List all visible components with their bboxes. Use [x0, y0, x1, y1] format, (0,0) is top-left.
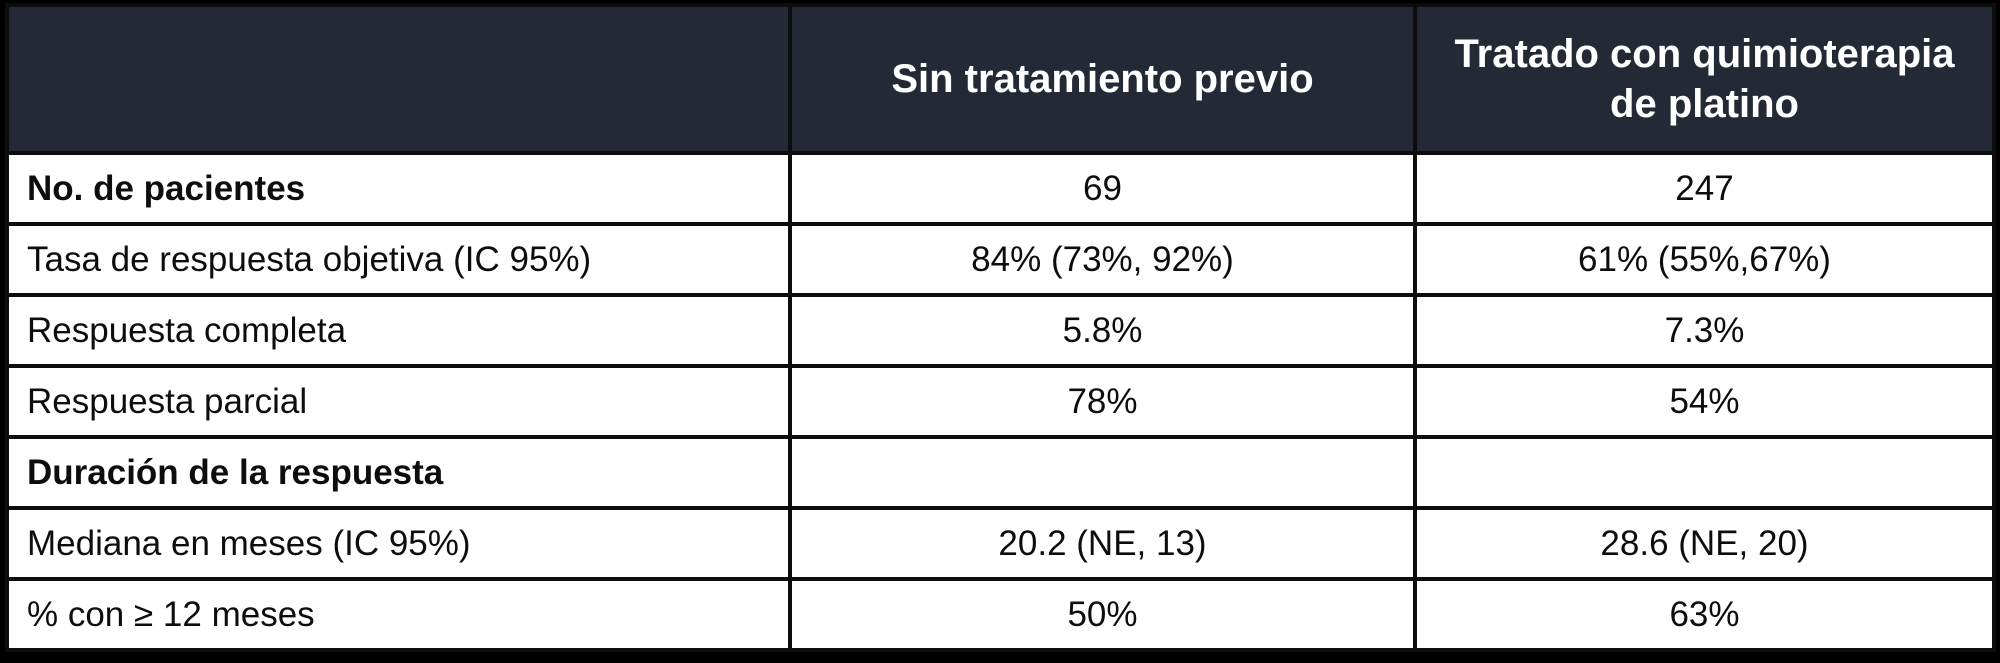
table-row-complete-response: Respuesta completa 5.8% 7.3%: [5, 293, 1996, 368]
row-label: Respuesta completa: [5, 293, 792, 368]
table-row-percent-12-months: % con ≥ 12 meses 50% 63%: [5, 577, 1996, 652]
header-row: Sin tratamiento previo Tratado con quimi…: [5, 3, 1996, 155]
table-body: No. de pacientes 69 247 Tasa de respuest…: [5, 151, 1996, 652]
row-value-col1: 20.2 (NE, 13): [788, 506, 1417, 581]
table-row-median-months: Mediana en meses (IC 95%) 20.2 (NE, 13) …: [5, 506, 1996, 581]
table-row-partial-response: Respuesta parcial 78% 54%: [5, 364, 1996, 439]
table-header: Sin tratamiento previo Tratado con quimi…: [5, 3, 1996, 155]
table-row-duration-of-response: Duración de la respuesta: [5, 435, 1996, 510]
table-row-objective-response-rate: Tasa de respuesta objetiva (IC 95%) 84% …: [5, 222, 1996, 297]
row-label: No. de pacientes: [5, 151, 792, 226]
row-value-col2: [1413, 435, 1996, 510]
row-label: Respuesta parcial: [5, 364, 792, 439]
row-value-col2: 54%: [1413, 364, 1996, 439]
header-cell-platinum-chemotherapy: Tratado con quimioterapia de platino: [1413, 3, 1996, 155]
row-value-col1: 84% (73%, 92%): [788, 222, 1417, 297]
row-value-col2: 61% (55%,67%): [1413, 222, 1996, 297]
table-row-patients: No. de pacientes 69 247: [5, 151, 1996, 226]
row-value-col1: 78%: [788, 364, 1417, 439]
header-cell-no-previous-treatment: Sin tratamiento previo: [788, 3, 1417, 155]
clinical-results-table: Sin tratamiento previo Tratado con quimi…: [5, 3, 1996, 652]
row-value-col2: 247: [1413, 151, 1996, 226]
row-value-col1: 69: [788, 151, 1417, 226]
header-cell-empty: [5, 3, 792, 155]
row-label: Mediana en meses (IC 95%): [5, 506, 792, 581]
row-value-col1: 5.8%: [788, 293, 1417, 368]
row-value-col2: 7.3%: [1413, 293, 1996, 368]
row-label: Tasa de respuesta objetiva (IC 95%): [5, 222, 792, 297]
row-value-col2: 28.6 (NE, 20): [1413, 506, 1996, 581]
row-value-col2: 63%: [1413, 577, 1996, 652]
row-label: % con ≥ 12 meses: [5, 577, 792, 652]
row-value-col1: [788, 435, 1417, 510]
row-label: Duración de la respuesta: [5, 435, 792, 510]
row-value-col1: 50%: [788, 577, 1417, 652]
